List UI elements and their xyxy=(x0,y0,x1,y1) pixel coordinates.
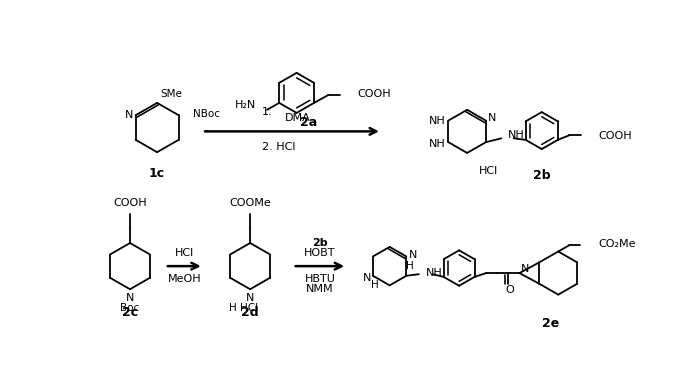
Text: MeOH: MeOH xyxy=(168,274,201,284)
Text: H HCl: H HCl xyxy=(229,303,259,313)
Text: COOMe: COOMe xyxy=(229,198,271,208)
Text: HOBT: HOBT xyxy=(304,248,336,258)
Text: DMA: DMA xyxy=(285,112,311,123)
Text: N: N xyxy=(488,113,496,123)
Text: N: N xyxy=(126,293,134,303)
Text: COOH: COOH xyxy=(598,131,632,141)
Text: H: H xyxy=(371,280,379,290)
Text: N: N xyxy=(125,110,134,120)
Text: NH: NH xyxy=(507,130,524,140)
Text: NH: NH xyxy=(426,268,442,278)
Text: 2b: 2b xyxy=(312,238,328,248)
Text: HCl: HCl xyxy=(175,248,194,258)
Text: 2a: 2a xyxy=(300,116,317,129)
Text: NBoc: NBoc xyxy=(192,109,219,119)
Text: NH: NH xyxy=(429,139,446,149)
Text: 2c: 2c xyxy=(122,306,138,319)
Text: 1c: 1c xyxy=(149,167,165,180)
Text: SMe: SMe xyxy=(160,89,182,99)
Text: O: O xyxy=(505,285,514,295)
Text: N: N xyxy=(363,273,371,283)
Text: COOH: COOH xyxy=(113,198,147,208)
Text: Boc: Boc xyxy=(120,303,140,313)
Text: 2b: 2b xyxy=(533,169,551,182)
Text: 2. HCl: 2. HCl xyxy=(261,142,295,152)
Text: NH: NH xyxy=(429,116,446,126)
Text: COOH: COOH xyxy=(357,89,391,100)
Text: N: N xyxy=(521,264,529,274)
Text: 2e: 2e xyxy=(542,317,559,329)
Text: NMM: NMM xyxy=(306,284,333,294)
Text: 2d: 2d xyxy=(241,306,259,319)
Text: HBTU: HBTU xyxy=(305,274,336,284)
Text: 1.: 1. xyxy=(261,107,273,117)
Text: N: N xyxy=(246,293,254,303)
Text: CO₂Me: CO₂Me xyxy=(598,239,636,249)
Text: HCl: HCl xyxy=(479,166,498,177)
Text: H₂N: H₂N xyxy=(235,100,257,110)
Text: H: H xyxy=(405,261,413,271)
Text: N: N xyxy=(409,250,417,260)
